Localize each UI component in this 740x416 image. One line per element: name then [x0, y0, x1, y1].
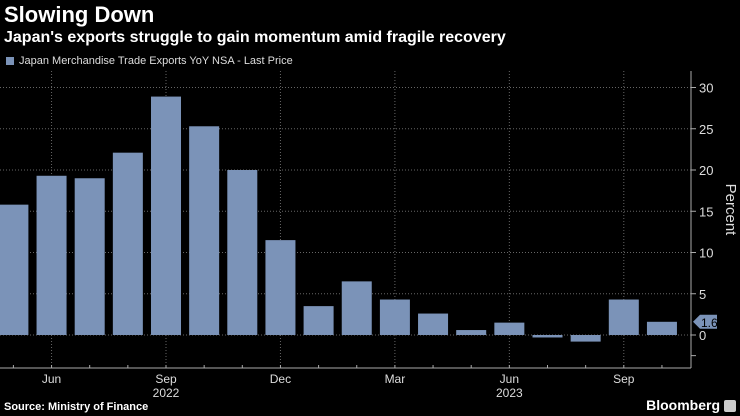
y-axis-label: Percent	[722, 184, 739, 237]
y-tick-label: 20	[699, 163, 713, 178]
bloomberg-logo: Bloomberg	[646, 397, 720, 413]
y-tick-label: 30	[699, 81, 713, 96]
x-tick-label: Sep	[613, 372, 635, 386]
x-tick-label: Sep	[155, 372, 177, 386]
bar	[0, 204, 29, 335]
bar	[151, 96, 181, 335]
year-label: 2023	[496, 386, 523, 400]
bar	[570, 335, 601, 342]
bar	[646, 321, 677, 335]
bar	[36, 175, 67, 335]
legend-swatch	[6, 57, 14, 65]
legend: Japan Merchandise Trade Exports YoY NSA …	[6, 55, 293, 67]
bar	[608, 299, 639, 335]
y-tick-label: 10	[699, 246, 713, 261]
bar	[74, 178, 105, 335]
y-tick-label: 5	[699, 287, 706, 302]
bar	[532, 335, 563, 338]
bar	[189, 126, 220, 336]
x-tick-label: Dec	[270, 372, 291, 386]
source-note: Source: Ministry of Finance	[4, 401, 149, 413]
bar	[418, 313, 449, 335]
x-tick-label: Jun	[42, 372, 61, 386]
bar	[303, 306, 334, 335]
bar	[494, 322, 525, 335]
x-tick-label: Mar	[385, 372, 406, 386]
bar	[265, 240, 296, 335]
year-label: 2022	[153, 386, 180, 400]
chart-title: Slowing Down	[4, 2, 155, 27]
legend-label: Japan Merchandise Trade Exports YoY NSA …	[19, 55, 293, 67]
last-value-label: 1.6	[701, 316, 718, 330]
bar	[456, 330, 487, 335]
bar	[112, 152, 143, 335]
bar	[227, 170, 258, 335]
y-tick-label: 0	[699, 328, 706, 343]
bloomberg-chart-icon	[724, 400, 736, 412]
chart-subtitle: Japan's exports struggle to gain momentu…	[4, 29, 506, 46]
bar	[379, 299, 410, 335]
y-tick-label: 25	[699, 122, 713, 137]
bar	[341, 281, 372, 335]
x-tick-label: Jun	[500, 372, 519, 386]
last-value-marker	[693, 314, 717, 329]
y-tick-label: 15	[699, 204, 713, 219]
